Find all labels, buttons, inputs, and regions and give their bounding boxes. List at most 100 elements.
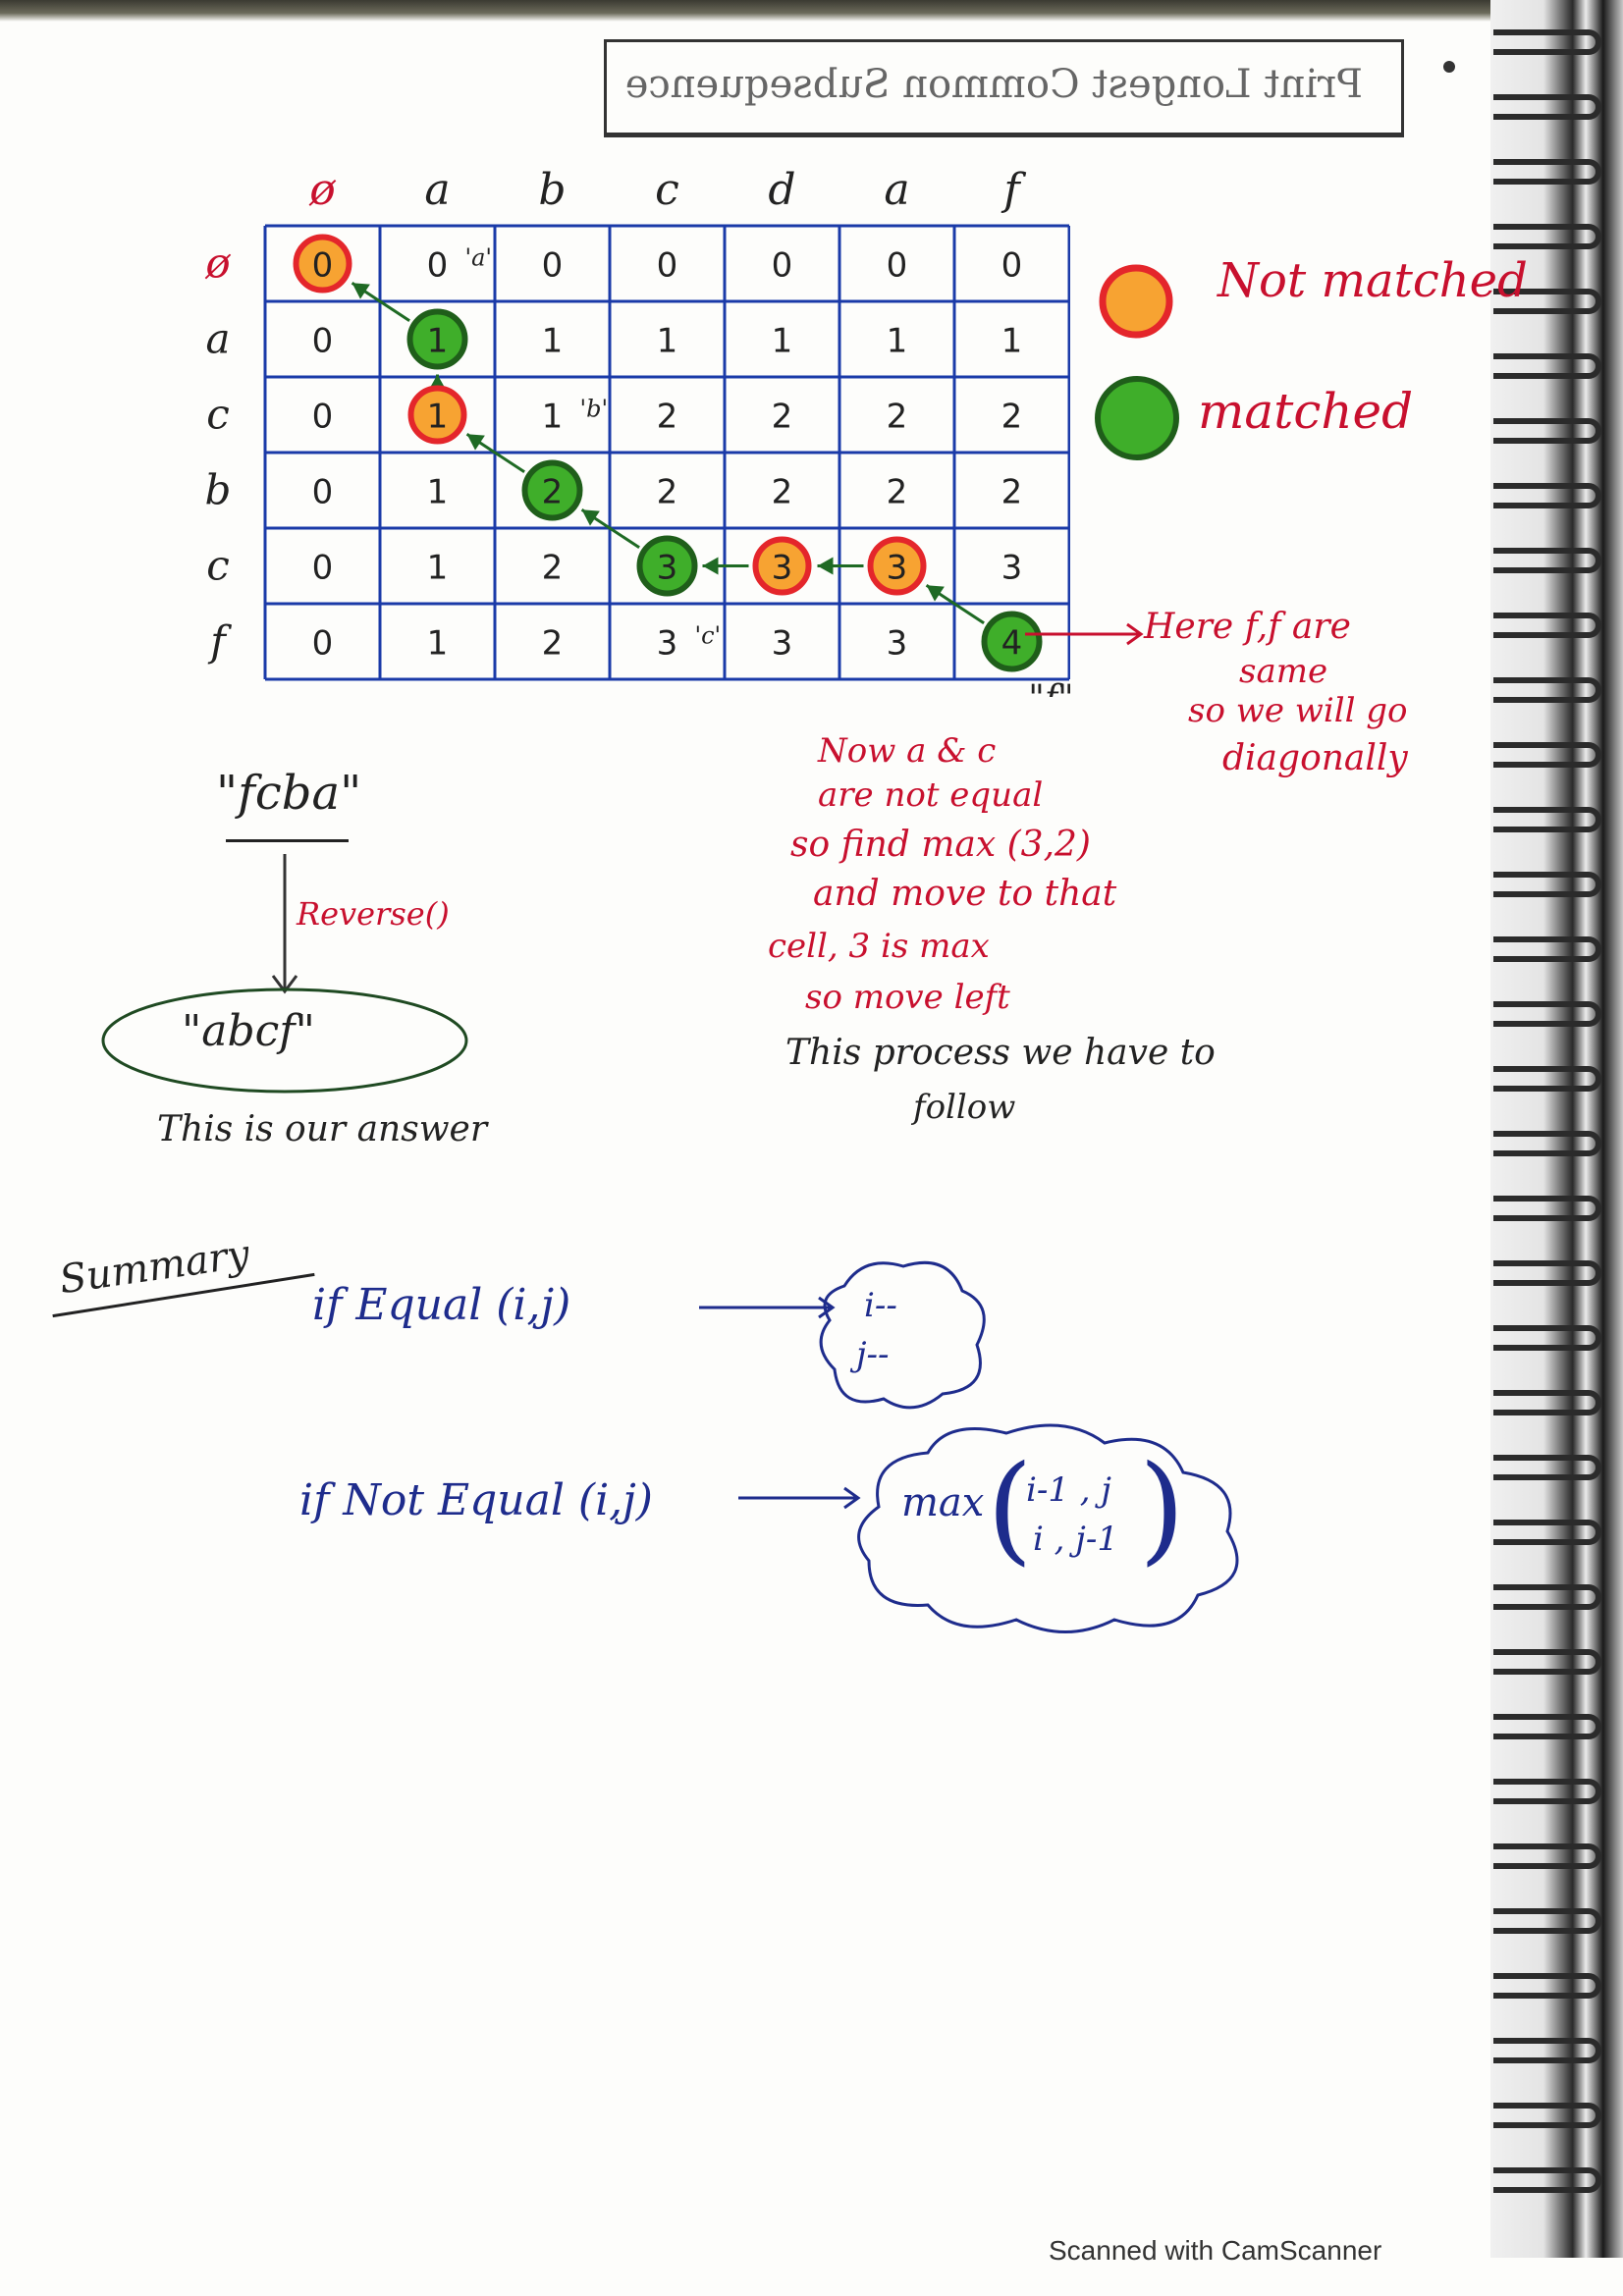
cell-note: 'a' — [465, 244, 493, 272]
trace-arrowhead — [466, 434, 485, 451]
column-header: d — [768, 165, 795, 215]
annotation-right-line: diagonally — [1222, 738, 1408, 778]
spiral-coil — [1493, 1714, 1601, 1739]
cell-value: 1 — [1001, 322, 1023, 361]
spiral-coil — [1493, 613, 1601, 638]
answer-ellipse — [101, 988, 468, 1094]
cell-value: 1 — [657, 322, 678, 361]
spiral-coil — [1493, 1649, 1601, 1675]
cell-value: 2 — [1001, 473, 1023, 512]
not-equal-rule: if Not Equal (i,j) — [299, 1475, 653, 1525]
cell-value: 3 — [1001, 549, 1023, 588]
annotation-center-line: so move left — [805, 978, 1010, 1017]
answer-caption: This is our answer — [157, 1109, 488, 1149]
row-header: c — [206, 391, 230, 439]
cell-value: 0 — [657, 246, 678, 286]
cell-value: 2 — [1001, 398, 1023, 437]
cell-value: 1 — [427, 322, 449, 361]
down-arrow — [271, 854, 298, 994]
cell-value: 3 — [772, 549, 793, 588]
spiral-coil — [1493, 1584, 1601, 1610]
column-header: a — [424, 165, 450, 215]
max-label: max — [901, 1480, 985, 1525]
arrow-to-annotation — [1025, 622, 1144, 646]
cell-value: 0 — [312, 246, 334, 286]
spiral-coil — [1493, 1390, 1601, 1415]
spiral-coil — [1493, 1843, 1601, 1869]
equal-rule: if Equal (i,j) — [312, 1280, 571, 1330]
cell-value: 2 — [772, 473, 793, 512]
cell-value: 1 — [427, 549, 449, 588]
reversed-string: "fcba" — [216, 766, 362, 821]
spiral-coil — [1493, 677, 1601, 703]
annotation-center-line: Now a & c — [818, 731, 997, 771]
column-header: a — [884, 165, 909, 215]
spiral-coil — [1493, 289, 1601, 314]
equal-result-i: i-- — [864, 1286, 897, 1325]
not-matched-circle — [293, 234, 352, 294]
cell-value: 0 — [312, 624, 334, 664]
not-equal-cloud — [857, 1423, 1239, 1633]
not-matched-swatch — [1099, 264, 1173, 339]
cell-value: 0 — [312, 322, 334, 361]
max-arg-1: i-1 , j — [1026, 1470, 1111, 1510]
not-matched-label: Not matched — [1217, 253, 1528, 308]
equal-cloud — [819, 1260, 986, 1410]
matched-swatch — [1095, 376, 1179, 460]
max-arg-2: i , j-1 — [1033, 1520, 1118, 1559]
page-title: Print Longest Common Subsequence — [624, 62, 1363, 107]
matched-circle — [406, 308, 468, 370]
annotation-right-line: so we will go — [1188, 691, 1408, 730]
spiral-coil — [1493, 1520, 1601, 1545]
row-header: c — [206, 542, 230, 590]
trace-arrowhead — [581, 509, 600, 526]
reverse-op: Reverse() — [297, 895, 450, 933]
cell-value: 1 — [427, 624, 449, 664]
cell-value: 1 — [542, 322, 564, 361]
cell-value: 2 — [542, 624, 564, 664]
annotation-center-line: follow — [913, 1088, 1016, 1127]
spiral-coil — [1493, 29, 1601, 55]
cell-value: 0 — [772, 246, 793, 286]
spiral-coil — [1493, 353, 1601, 379]
spiral-coil — [1493, 548, 1601, 573]
row-header: f — [207, 617, 232, 666]
spiral-coil — [1493, 1779, 1601, 1804]
page-top-edge — [0, 0, 1492, 22]
cell-value: 2 — [887, 473, 908, 512]
cell-value: 2 — [657, 473, 678, 512]
bullet-dot — [1443, 61, 1455, 73]
scanner-footer: Scanned with CamScanner — [1049, 2235, 1382, 2266]
cell-value: 0 — [312, 398, 334, 437]
cell-value: 3 — [887, 549, 908, 588]
cell-value: 2 — [657, 398, 678, 437]
matched-label: matched — [1198, 383, 1414, 440]
matched-circle — [981, 611, 1043, 672]
underline — [226, 839, 349, 842]
answer-string: "abcf" — [182, 1006, 315, 1056]
matched-circle — [636, 535, 698, 597]
equal-result-j: j-- — [856, 1335, 890, 1374]
annotation-right-line: same — [1239, 652, 1328, 691]
annotation-right-line: Here f,f are — [1144, 607, 1351, 647]
cell-value: 1 — [427, 398, 449, 437]
cell-value: 3 — [657, 549, 678, 588]
cell-value: 3 — [772, 624, 793, 664]
cell-value: 0 — [1001, 246, 1023, 286]
cell-value: 2 — [542, 473, 564, 512]
cell-value: 1 — [887, 322, 908, 361]
equal-arrow — [699, 1296, 836, 1319]
spiral-coil — [1493, 1131, 1601, 1156]
spiral-coil — [1493, 936, 1601, 962]
cell-value: 3 — [657, 624, 678, 664]
cell-value: 1 — [427, 473, 449, 512]
cell-value: 0 — [312, 473, 334, 512]
spiral-coil — [1493, 483, 1601, 508]
not-matched-circle — [867, 536, 927, 596]
matched-circle — [521, 459, 583, 521]
spiral-coil — [1493, 418, 1601, 444]
spiral-coil — [1493, 224, 1601, 249]
column-header: f — [1001, 165, 1026, 215]
annotation-center-line: and move to that — [813, 874, 1117, 914]
